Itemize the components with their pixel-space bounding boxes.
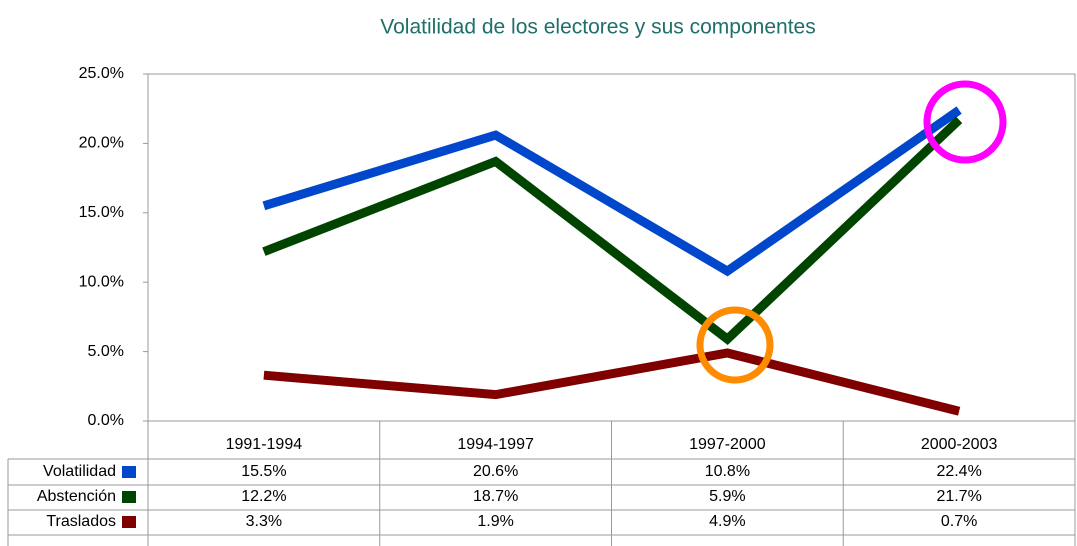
table-value: 10.8% (705, 463, 750, 480)
x-tick-label: 1997-2000 (689, 436, 766, 453)
table-value: 1.9% (477, 513, 513, 530)
marks: 0.0% 5.0% 10.0% 15.0% 20.0% 25.0% 1991-1994 199… (37, 65, 998, 546)
table-value: 18.7% (473, 488, 518, 505)
highlight-circle (923, 80, 1007, 164)
chart-title: Volatilidad de los electores y sus compo… (380, 16, 815, 39)
series-line (262, 106, 962, 277)
series-line (262, 116, 963, 346)
legend-swatch (122, 516, 136, 528)
table-value: 20.6% (473, 463, 518, 480)
y-tick-label: 10.0% (79, 273, 124, 290)
table-value: 15.5% (241, 463, 286, 480)
table-value: 5.9% (709, 488, 745, 505)
table-value: 21.7% (936, 488, 981, 505)
table-value: 3.3% (246, 513, 282, 530)
x-tick-label: 1991-1994 (226, 436, 303, 453)
table-value: 0.7% (941, 513, 977, 530)
y-tick-label: 15.0% (79, 204, 124, 221)
highlight-circle (696, 306, 774, 384)
x-tick-label: 1994-1997 (457, 436, 534, 453)
y-tick-label: 20.0% (79, 135, 124, 152)
table-value: 12.2% (241, 488, 286, 505)
y-tick-label: 5.0% (88, 343, 124, 360)
table-value: 4.9% (709, 513, 745, 530)
legend-label: Volatilidad (43, 463, 116, 480)
series-line (263, 348, 961, 416)
x-tick-label: 2000-2003 (921, 436, 998, 453)
legend-swatch (122, 491, 136, 503)
y-tick-label: 25.0% (79, 65, 124, 82)
data-table-grid (7, 421, 1076, 546)
legend-label: Abstención (37, 488, 116, 505)
y-tick-label: 0.0% (88, 412, 124, 429)
legend-label: Traslados (46, 513, 116, 530)
table-value: 22.4% (936, 463, 981, 480)
legend-swatch (122, 466, 136, 478)
